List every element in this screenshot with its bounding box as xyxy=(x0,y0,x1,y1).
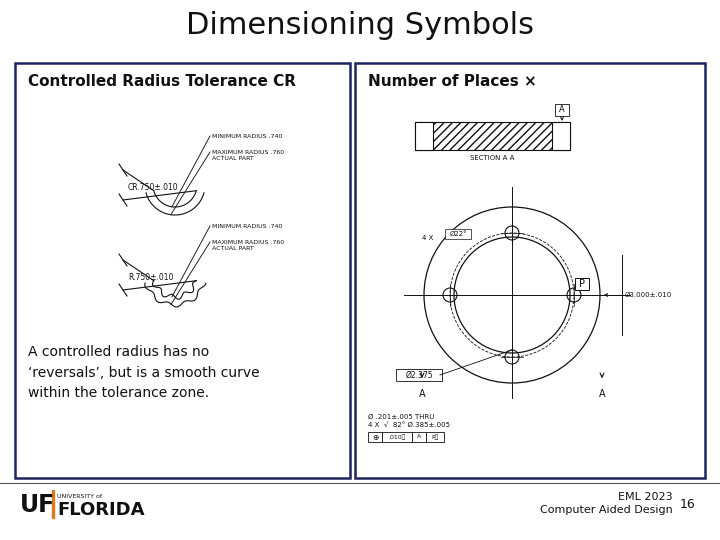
Text: MAXIMUM RADIUS .760: MAXIMUM RADIUS .760 xyxy=(212,240,284,245)
Text: ACTUAL PART: ACTUAL PART xyxy=(212,246,253,252)
Text: UF: UF xyxy=(20,493,55,517)
Text: Dimensioning Symbols: Dimensioning Symbols xyxy=(186,10,534,39)
Text: MINIMUM RADIUS .740: MINIMUM RADIUS .740 xyxy=(212,224,282,228)
Text: 16: 16 xyxy=(680,498,696,511)
Bar xyxy=(412,432,426,442)
Text: CR.750±.010: CR.750±.010 xyxy=(128,184,179,192)
Bar xyxy=(445,229,471,239)
Text: ⊕: ⊕ xyxy=(372,433,378,442)
Text: Ø2.375: Ø2.375 xyxy=(405,370,433,380)
Bar xyxy=(552,122,570,150)
Text: EML 2023: EML 2023 xyxy=(618,492,673,502)
Text: Ø .201±.005 THRU: Ø .201±.005 THRU xyxy=(368,414,434,420)
Text: .010Ⓜ: .010Ⓜ xyxy=(388,434,405,440)
Bar xyxy=(15,63,350,478)
Text: A controlled radius has no
‘reversals’, but is a smooth curve
within the toleran: A controlled radius has no ‘reversals’, … xyxy=(28,345,260,400)
Bar xyxy=(396,369,442,381)
Text: Controlled Radius Tolerance CR: Controlled Radius Tolerance CR xyxy=(28,75,296,90)
Text: PⓂ: PⓂ xyxy=(431,434,438,440)
Text: Number of Places ×: Number of Places × xyxy=(368,75,536,90)
Text: A: A xyxy=(417,435,421,440)
Text: Ø22°: Ø22° xyxy=(449,231,467,237)
Bar xyxy=(355,63,705,478)
Text: R.750±.010: R.750±.010 xyxy=(128,273,174,282)
Bar xyxy=(52,490,54,518)
Text: A: A xyxy=(599,389,606,399)
Text: Ø3.000±.010: Ø3.000±.010 xyxy=(625,292,672,298)
Bar xyxy=(368,432,382,442)
Text: A: A xyxy=(559,105,565,114)
Text: MAXIMUM RADIUS .760: MAXIMUM RADIUS .760 xyxy=(212,150,284,154)
Bar xyxy=(433,122,552,150)
Text: UNIVERSITY of: UNIVERSITY of xyxy=(57,494,102,499)
Text: FLORIDA: FLORIDA xyxy=(57,501,145,519)
Bar xyxy=(415,122,433,150)
Text: ACTUAL PART: ACTUAL PART xyxy=(212,157,253,161)
Text: SECTION A A: SECTION A A xyxy=(470,155,515,161)
Text: Computer Aided Design: Computer Aided Design xyxy=(540,505,673,515)
Text: 4 X  √  82° Ø.385±.005: 4 X √ 82° Ø.385±.005 xyxy=(368,423,450,429)
Bar xyxy=(575,278,589,290)
Bar xyxy=(555,104,569,116)
Bar xyxy=(426,432,444,442)
Bar xyxy=(415,122,570,150)
Text: P: P xyxy=(579,279,585,289)
Text: A: A xyxy=(419,389,426,399)
Text: MINIMUM RADIUS .740: MINIMUM RADIUS .740 xyxy=(212,133,282,138)
Bar xyxy=(382,432,412,442)
Text: 4 X: 4 X xyxy=(422,235,433,241)
